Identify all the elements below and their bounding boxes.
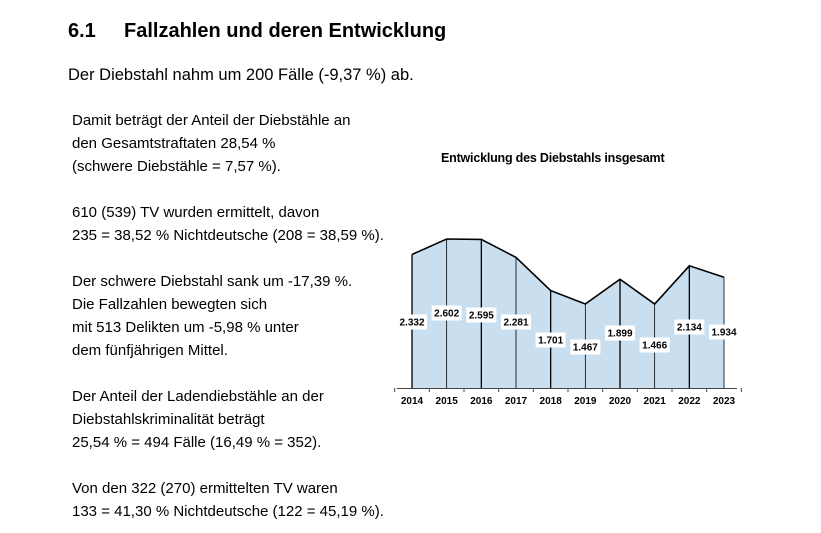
text-line: 25,54 % = 494 Fälle (16,49 % = 352). xyxy=(72,434,322,451)
section-number: 6.1 xyxy=(68,20,96,42)
text-line: Die Fallzahlen bewegten sich xyxy=(72,296,268,313)
x-tick-label: 2022 xyxy=(678,396,701,407)
section-heading: 6.1 Fallzahlen und deren Entwicklung xyxy=(68,20,446,43)
chart-title: Entwicklung des Diebstahls insgesamt xyxy=(441,151,665,165)
text-line: (schwere Diebstähle = 7,57 %). xyxy=(72,158,281,175)
data-label: 1.899 xyxy=(605,325,635,341)
text-line: Der schwere Diebstahl sank um -17,39 %. xyxy=(72,273,353,290)
x-tick-label: 2014 xyxy=(401,396,424,407)
data-label: 2.595 xyxy=(466,307,497,323)
text-line: 133 = 41,30 % Nichtdeutsche (122 = 45,19… xyxy=(72,503,384,520)
data-labels: 2.332 2.602 2.595 2.281 1.701 1.467 1.899 1.466… xyxy=(397,305,739,355)
paragraph-suspects: 610 (539) TV wurden ermittelt, davon 235… xyxy=(72,201,384,247)
data-label-box xyxy=(535,332,566,348)
data-label: 1.701 xyxy=(535,332,566,348)
text-line: den Gesamtstraftaten 28,54 % xyxy=(72,135,276,152)
x-tick-label: 2021 xyxy=(644,396,667,407)
x-tick-label: 2020 xyxy=(609,396,632,407)
data-label: 2.602 xyxy=(431,305,462,321)
data-label-text: 1.466 xyxy=(642,341,667,352)
x-tick-label: 2017 xyxy=(505,396,528,407)
data-label-box xyxy=(397,314,427,330)
text-line: 610 (539) TV wurden ermittelt, davon xyxy=(72,204,320,221)
data-label-text: 2.281 xyxy=(503,318,528,329)
text-line: 235 = 38,52 % Nichtdeutsche (208 = 38,59… xyxy=(72,227,384,244)
data-label-text: 1.467 xyxy=(573,343,598,354)
data-label-text: 2.602 xyxy=(434,309,459,320)
data-label-text: 2.595 xyxy=(469,311,494,322)
data-label: 2.281 xyxy=(501,314,531,330)
x-tick-label: 2023 xyxy=(713,396,736,407)
series-line xyxy=(411,238,725,306)
data-label-text: 1.701 xyxy=(538,336,563,347)
x-tick-label: 2016 xyxy=(470,396,493,407)
text-line: Der Anteil der Ladendiebstähle an der xyxy=(72,388,324,405)
data-label: 1.934 xyxy=(709,324,739,340)
paragraph-shoplifting: Der Anteil der Ladendiebstähle an der Di… xyxy=(72,385,324,454)
paragraph-serious-theft: Der schwere Diebstahl sank um -17,39 %. … xyxy=(72,270,352,362)
x-tick-label: 2018 xyxy=(540,396,563,407)
data-label-text: 2.332 xyxy=(399,318,424,329)
data-label-box xyxy=(674,319,705,335)
data-label-box xyxy=(605,325,635,341)
section-title: Fallzahlen und deren Entwicklung xyxy=(124,20,447,42)
data-label-text: 2.134 xyxy=(677,323,702,334)
paragraph-share-of-thefts: Damit beträgt der Anteil der Diebstähle … xyxy=(72,109,351,178)
data-label: 2.332 xyxy=(397,314,427,330)
data-label-text: 1.899 xyxy=(607,329,632,340)
data-label: 1.466 xyxy=(639,337,670,353)
data-label-box xyxy=(466,307,497,323)
x-tick-label: 2019 xyxy=(574,396,597,407)
paragraph-shoplifting-suspects: Von den 322 (270) ermittelten TV waren 1… xyxy=(72,477,384,523)
data-label-box xyxy=(570,339,601,355)
x-axis: 2014 2015 2016 2017 2018 2019 2020 2021 2022 2023 xyxy=(394,388,742,407)
data-label-box xyxy=(501,314,531,330)
data-label-box xyxy=(431,305,462,321)
data-label-text: 1.934 xyxy=(711,328,736,339)
data-label: 2.134 xyxy=(674,319,705,335)
data-label: 1.467 xyxy=(570,339,601,355)
data-label-box xyxy=(639,337,670,353)
lead-sentence: Der Diebstahl nahm um 200 Fälle (-9,37 %… xyxy=(68,66,414,84)
data-label-box xyxy=(709,324,739,340)
text-line: Damit beträgt der Anteil der Diebstähle … xyxy=(72,112,351,129)
text-line: Von den 322 (270) ermittelten TV waren xyxy=(72,480,338,497)
text-line: mit 513 Delikten um -5,98 % unter xyxy=(72,319,299,336)
text-line: dem fünfjährigen Mittel. xyxy=(72,342,228,359)
text-line: Diebstahlskriminalität beträgt xyxy=(72,411,265,428)
x-tick-label: 2015 xyxy=(436,396,459,407)
